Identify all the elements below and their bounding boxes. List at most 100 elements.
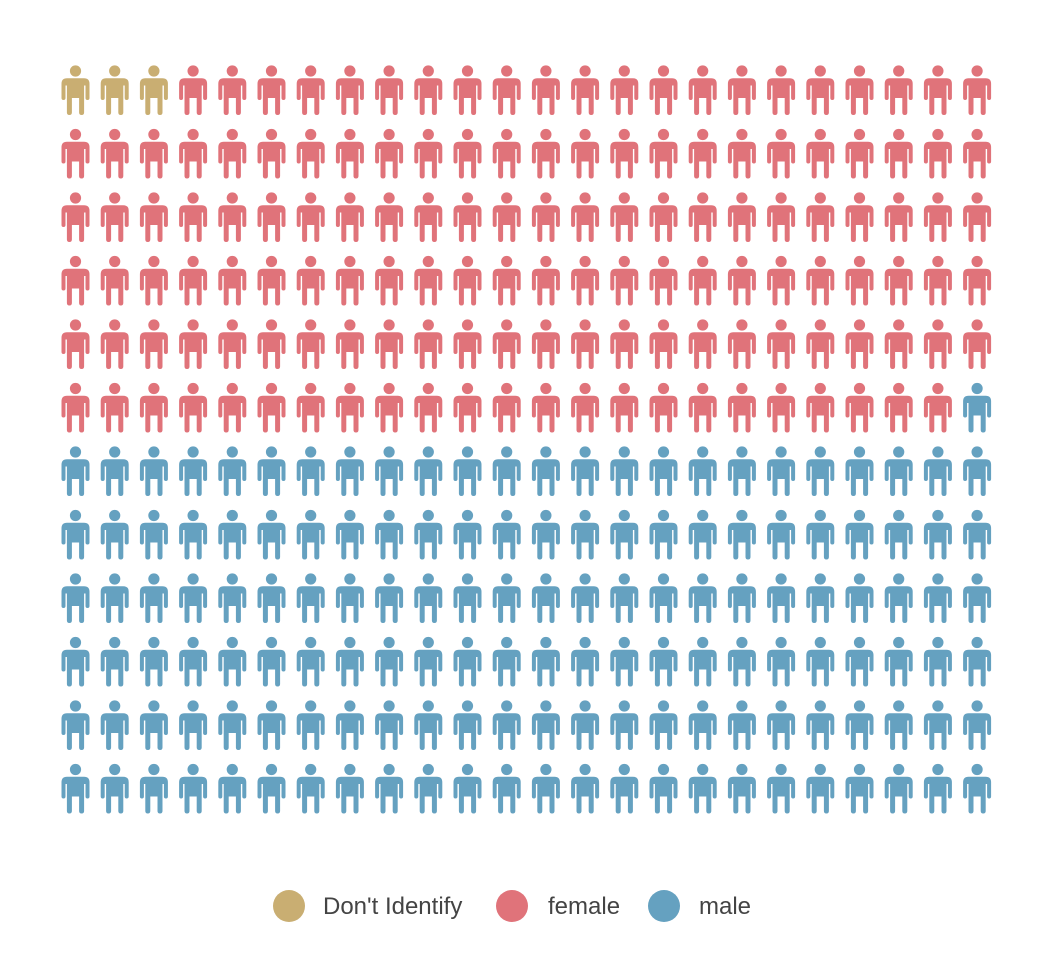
person-icon-male <box>335 573 364 623</box>
person-icon-female <box>688 319 717 369</box>
person-icon-male <box>727 763 756 814</box>
person-icon-male <box>610 509 639 560</box>
person-icon-male <box>688 509 717 560</box>
person-icon-male <box>884 763 913 814</box>
person-icon-male <box>571 573 600 623</box>
person-icon-female <box>179 192 208 242</box>
person-icon-female <box>845 128 874 179</box>
person-icon-female <box>531 382 560 433</box>
person-icon-female <box>610 319 639 369</box>
person-icon-female <box>884 319 913 369</box>
person-icon-male <box>963 573 992 623</box>
legend-label-male: male <box>699 893 751 920</box>
person-icon-male <box>257 446 286 496</box>
person-icon-female <box>492 319 521 369</box>
legend: Don't Identify female male <box>273 890 751 922</box>
person-icon-male <box>806 700 835 750</box>
person-icon-female <box>100 192 129 242</box>
person-icon-male <box>884 446 913 496</box>
person-icon-female <box>806 65 835 115</box>
person-icon-female <box>610 382 639 433</box>
person-icon-female <box>923 319 952 369</box>
person-icon-male <box>531 636 560 687</box>
person-icon-female <box>375 128 404 179</box>
person-icon-female <box>100 128 129 179</box>
person-icon-male <box>296 763 325 814</box>
person-icon-female <box>806 192 835 242</box>
person-icon-female <box>218 382 247 433</box>
person-icon-male <box>453 573 482 623</box>
person-icon-female <box>884 128 913 179</box>
person-icon-female <box>963 319 992 369</box>
person-icon-female <box>571 319 600 369</box>
person-icon-male <box>296 446 325 496</box>
person-icon-male <box>179 700 208 750</box>
person-icon-female <box>335 65 364 115</box>
legend-swatch-female <box>496 890 528 922</box>
person-icon-male <box>453 446 482 496</box>
person-icon-male <box>335 446 364 496</box>
person-icon-male <box>453 700 482 750</box>
person-icon-male <box>923 763 952 814</box>
person-icon-male <box>649 446 678 496</box>
person-icon-female <box>492 65 521 115</box>
person-icon-female <box>688 255 717 306</box>
person-icon-female <box>923 255 952 306</box>
person-icon-female <box>139 128 168 179</box>
person-icon-male <box>531 446 560 496</box>
person-icon-male <box>649 573 678 623</box>
person-icon-female <box>884 255 913 306</box>
person-icon-female <box>335 319 364 369</box>
person-icon-male <box>571 763 600 814</box>
person-icon-female <box>649 319 678 369</box>
person-icon-male <box>571 446 600 496</box>
person-icon-female <box>375 382 404 433</box>
person-icon-female <box>688 128 717 179</box>
person-icon-male <box>923 573 952 623</box>
person-icon-male <box>806 509 835 560</box>
person-icon-female <box>610 255 639 306</box>
person-icon-female <box>727 128 756 179</box>
person-icon-male <box>610 763 639 814</box>
person-icon-male <box>100 700 129 750</box>
person-icon-male <box>845 700 874 750</box>
person-icon-male <box>218 763 247 814</box>
person-icon-male <box>610 636 639 687</box>
person-icon-male <box>296 700 325 750</box>
legend-label-female: female <box>548 893 620 920</box>
person-icon-female <box>61 255 90 306</box>
person-icon-female <box>100 255 129 306</box>
person-icon-female <box>492 128 521 179</box>
person-icon-female <box>923 382 952 433</box>
person-icon-male <box>61 509 90 560</box>
person-icon-male <box>492 636 521 687</box>
person-icon-female <box>257 319 286 369</box>
person-icon-male <box>453 509 482 560</box>
person-icon-male <box>923 509 952 560</box>
person-icon-male <box>531 509 560 560</box>
person-icon-male <box>375 700 404 750</box>
icon-grid <box>61 65 992 814</box>
person-icon-male <box>179 509 208 560</box>
person-icon-female <box>806 382 835 433</box>
person-icon-female <box>100 382 129 433</box>
person-icon-female <box>179 255 208 306</box>
person-icon-female <box>531 255 560 306</box>
person-icon-male <box>61 636 90 687</box>
person-icon-male <box>218 446 247 496</box>
person-icon-female <box>375 65 404 115</box>
person-icon-male <box>845 763 874 814</box>
person-icon-male <box>414 700 443 750</box>
person-icon-female <box>884 65 913 115</box>
person-icon-female <box>453 319 482 369</box>
person-icon-male <box>100 446 129 496</box>
person-icon-male <box>806 446 835 496</box>
person-icon-female <box>335 382 364 433</box>
person-icon-female <box>61 319 90 369</box>
person-icon-female <box>531 128 560 179</box>
person-icon-male <box>414 636 443 687</box>
person-icon-male <box>610 700 639 750</box>
person-icon-female <box>767 128 796 179</box>
person-icon-female <box>688 192 717 242</box>
person-icon-male <box>531 763 560 814</box>
